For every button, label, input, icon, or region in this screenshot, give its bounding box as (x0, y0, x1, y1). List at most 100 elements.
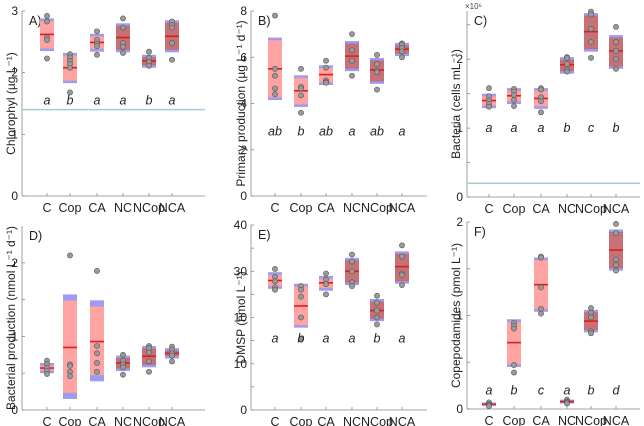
data-point (486, 103, 492, 110)
box-group-ncop: b (370, 292, 384, 345)
ci-band-upper (268, 37, 282, 42)
box-group-nca: a (165, 18, 179, 107)
box-group-ncop: ab (370, 52, 384, 138)
significance-label: b (146, 93, 153, 107)
x-tick-label: NC (558, 202, 576, 216)
panel-label: A) (29, 14, 42, 28)
data-point (323, 291, 329, 298)
data-point (511, 369, 517, 376)
data-point (613, 65, 619, 72)
significance-label: a (349, 331, 356, 345)
box-group-nc: a (345, 31, 359, 138)
data-point (120, 371, 126, 378)
y-tick-label: 0 (240, 189, 247, 203)
significance-label: a (399, 124, 406, 138)
ci-band-lower (142, 363, 156, 368)
data-point (399, 253, 405, 260)
significance-label: a (538, 121, 545, 135)
box-group-cop (63, 252, 77, 399)
data-point (44, 371, 50, 377)
data-point (374, 69, 380, 76)
box-group-ncop: c (584, 8, 598, 135)
significance-label: c (538, 383, 545, 397)
data-point (538, 98, 544, 105)
box-group-c: a (40, 13, 54, 107)
y-tick-label: 2 (456, 215, 463, 229)
data-point (511, 325, 517, 332)
data-point (538, 310, 544, 317)
data-point (374, 299, 380, 306)
data-point (613, 23, 619, 30)
data-point (272, 12, 278, 19)
data-point (298, 286, 304, 293)
box-group-nca: b (609, 23, 623, 135)
box-group-ncop: b (142, 48, 156, 107)
data-point (349, 251, 355, 258)
ci-band-upper (609, 35, 623, 39)
y-tick-label: 0 (456, 402, 463, 416)
y-axis-label: Bacteria (cells mL⁻¹) (449, 49, 463, 159)
data-point (538, 109, 544, 116)
data-point (298, 85, 304, 92)
ci-band-lower (90, 48, 104, 52)
data-point (67, 373, 73, 380)
x-tick-label: C (42, 201, 51, 215)
x-tick-label: CA (532, 202, 550, 216)
x-tick-label: Cop (503, 202, 526, 216)
panel-label: D) (29, 229, 42, 243)
x-tick-label: NCA (603, 414, 630, 426)
significance-label: ab (370, 124, 384, 138)
x-tick-label: NCop (133, 201, 165, 215)
x-tick-label: NCA (389, 201, 416, 215)
data-point (564, 54, 570, 61)
box-group-c: ab (268, 12, 282, 138)
data-point (67, 252, 73, 259)
y-tick-label: 0 (11, 403, 18, 417)
x-tick-label: NC (343, 201, 361, 215)
y-tick-label: 1 (456, 121, 463, 135)
significance-label: ab (319, 124, 333, 138)
box-group-cop: a (507, 85, 521, 135)
ci-band-lower (534, 105, 548, 109)
box-group-ca: a (90, 28, 104, 107)
y-axis-label: Bacterial production (nmol L⁻¹ d⁻¹) (4, 226, 18, 410)
box-group-c: a (268, 266, 282, 345)
data-point (298, 293, 304, 300)
y-axis-label: Primary production (µg L⁻¹ d⁻¹) (234, 20, 248, 186)
data-point (272, 85, 278, 92)
data-point (272, 65, 278, 72)
data-point (538, 284, 544, 291)
ci-band-upper (370, 57, 384, 62)
x-tick-label: C (42, 415, 51, 426)
data-point (169, 40, 175, 46)
x-tick-label: NC (114, 201, 132, 215)
data-point (588, 11, 594, 18)
data-point (120, 351, 126, 358)
box-group-ca (90, 267, 104, 382)
data-point (94, 267, 100, 274)
y-axis-label: Chlorophyl (µg L⁻¹) (4, 52, 18, 155)
x-tick-label: NCA (603, 202, 630, 216)
box-group-ca: a (534, 85, 548, 135)
data-point (588, 54, 594, 61)
data-point (272, 91, 278, 98)
ci-band-lower (395, 280, 409, 284)
data-point (511, 92, 517, 98)
x-tick-label: Cop (59, 201, 82, 215)
ci-band-lower (40, 47, 54, 52)
data-point (538, 86, 544, 93)
data-point (120, 50, 126, 56)
ci-band-upper (90, 300, 104, 308)
data-point (146, 48, 152, 55)
y-tick-label: 0 (240, 403, 247, 417)
ci-band-lower (319, 287, 333, 291)
data-point (374, 314, 380, 321)
significance-label: b (564, 121, 571, 135)
data-point (613, 262, 619, 268)
x-tick-label: CA (88, 201, 106, 215)
y-tick-label: 1 (456, 309, 463, 323)
data-point (349, 57, 355, 64)
